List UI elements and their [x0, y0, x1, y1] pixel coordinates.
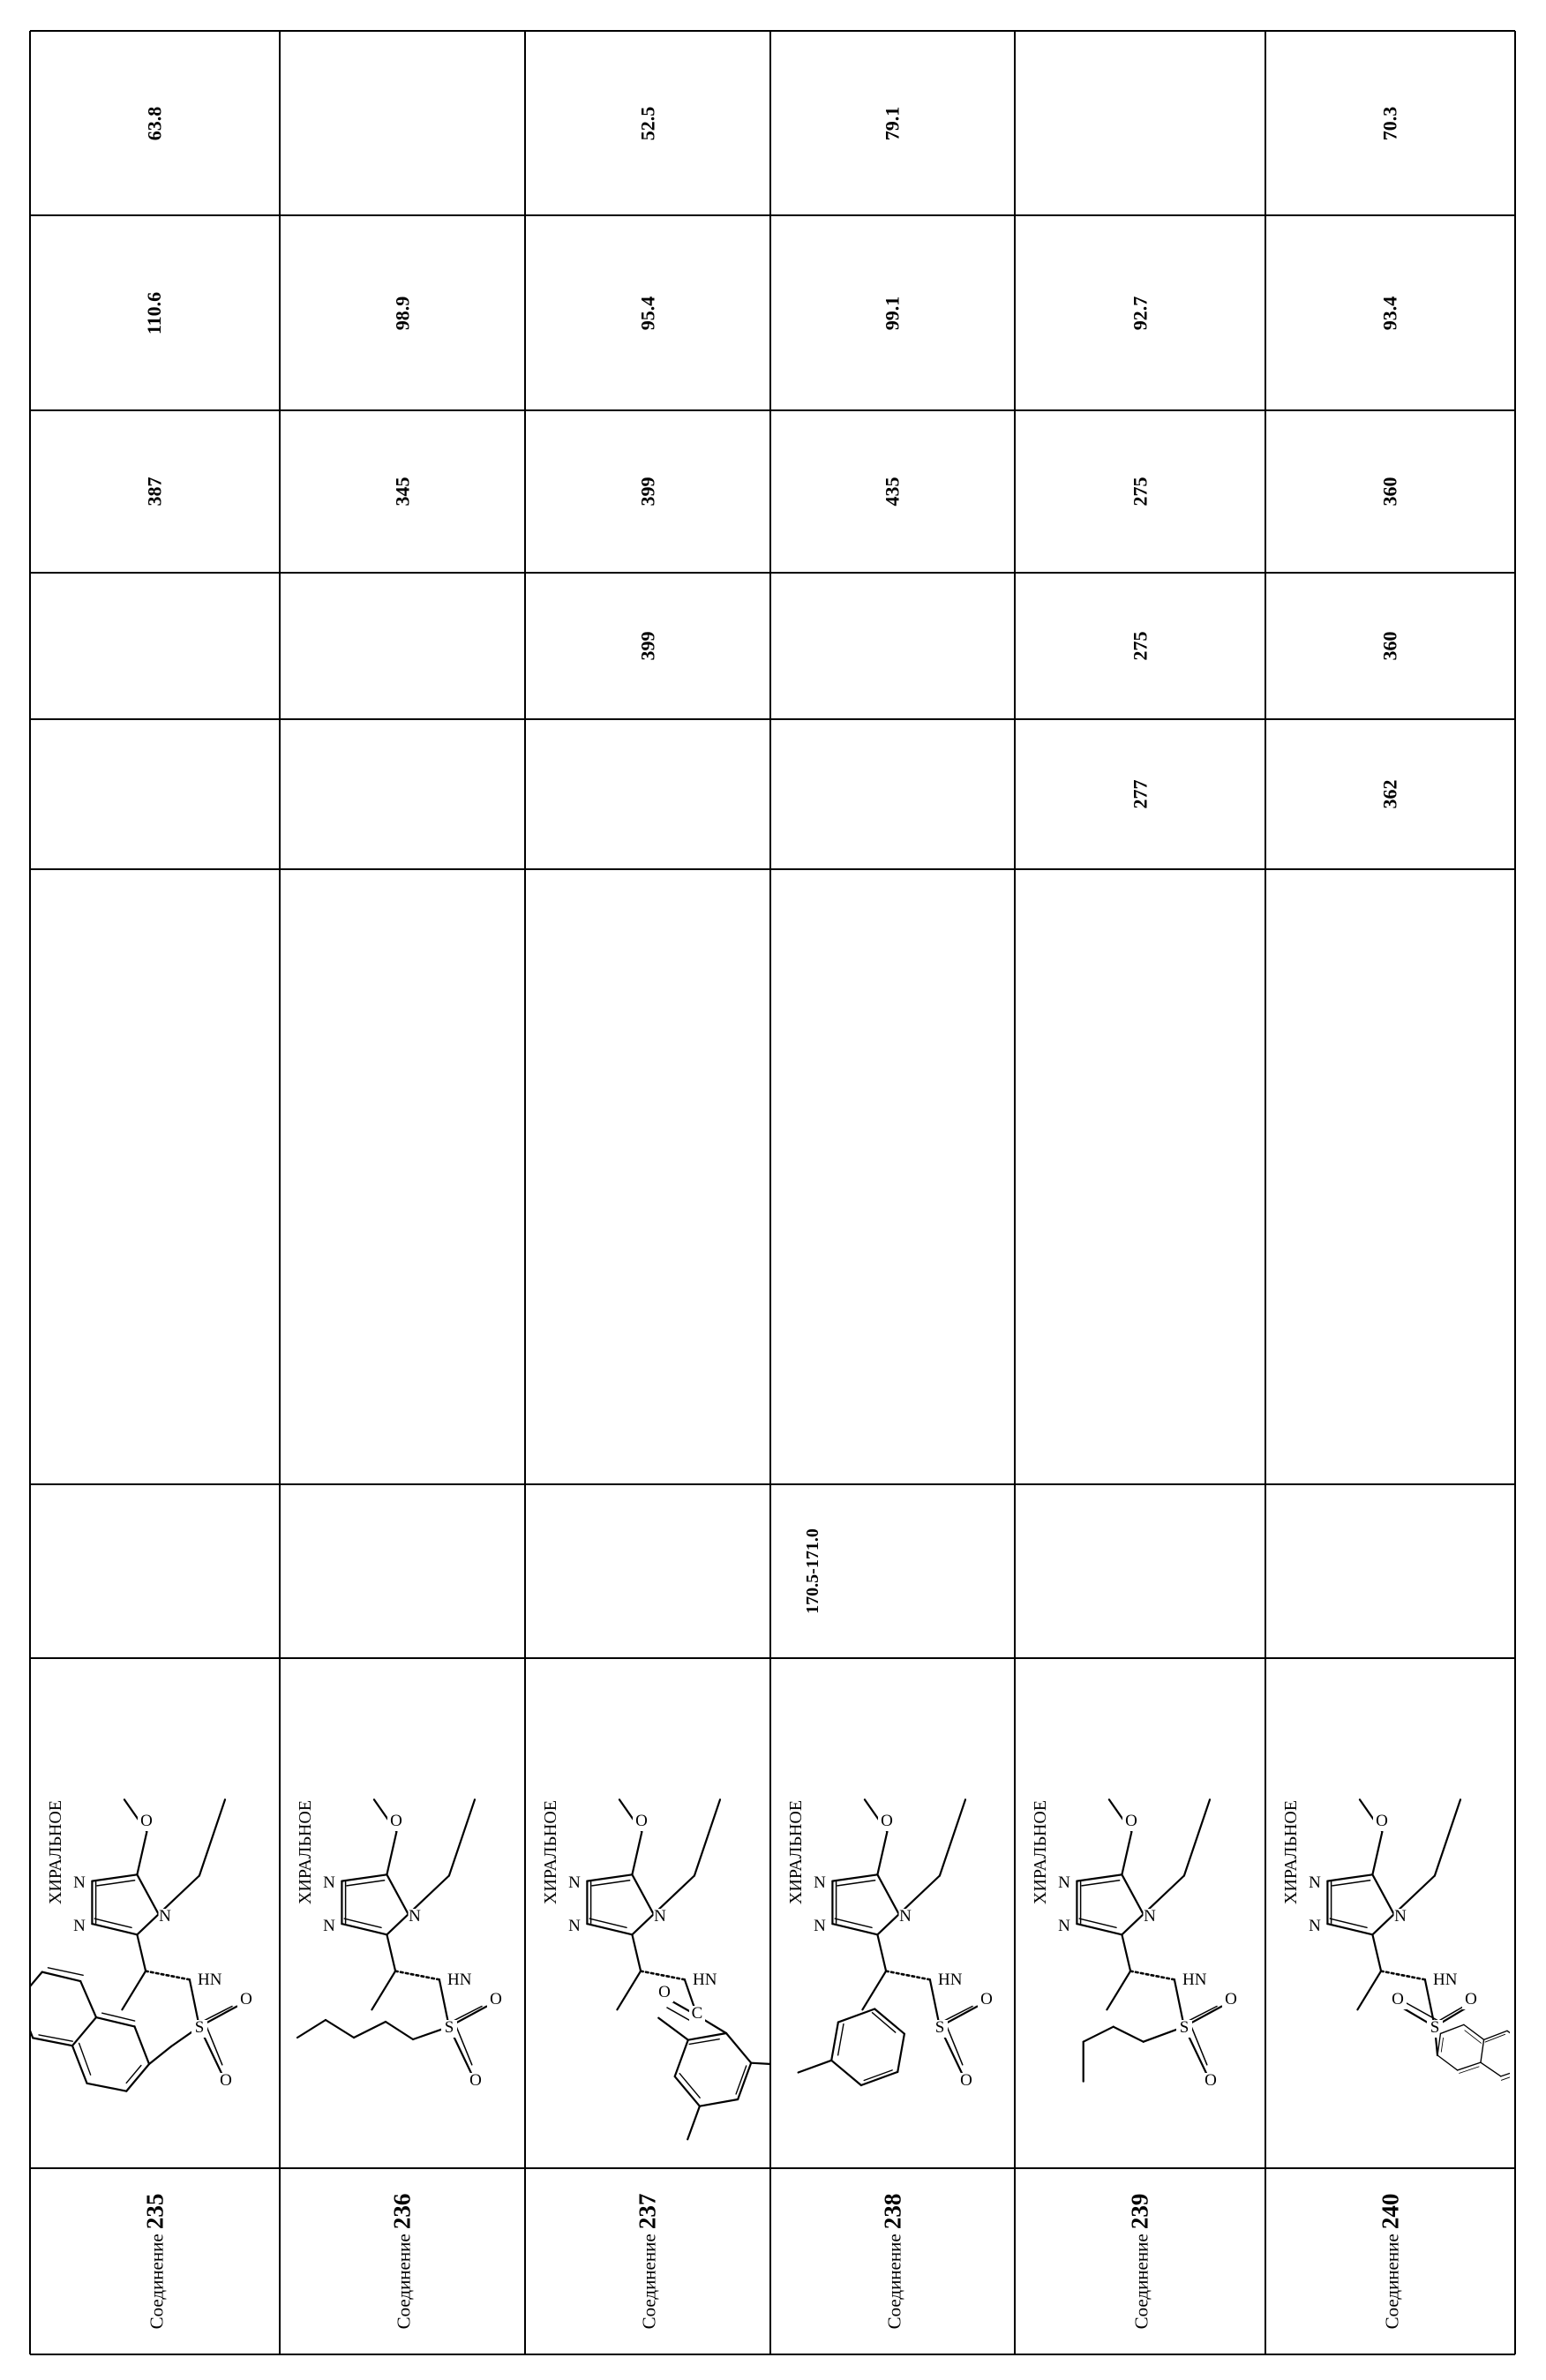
svg-text:HN: HN	[693, 1971, 717, 1989]
svg-text:N: N	[73, 1873, 86, 1892]
svg-text:S: S	[1180, 2018, 1190, 2037]
svg-text:HN: HN	[938, 1971, 963, 1989]
svg-text:N: N	[1309, 1873, 1321, 1892]
svg-text:S: S	[195, 2018, 205, 2037]
svg-text:HN: HN	[198, 1971, 222, 1989]
svg-text:N: N	[1058, 1917, 1070, 1935]
svg-text:O: O	[1465, 1990, 1477, 2008]
svg-text:S: S	[1430, 2018, 1440, 2037]
svg-text:O: O	[960, 2071, 972, 2090]
svg-text:N: N	[73, 1917, 86, 1935]
svg-text:S: S	[445, 2018, 454, 2037]
svg-text:O: O	[980, 1990, 993, 2008]
svg-text:O: O	[240, 1990, 252, 2008]
svg-text:N: N	[568, 1917, 581, 1935]
svg-text:O: O	[390, 1812, 402, 1830]
svg-text:O: O	[1225, 1990, 1237, 2008]
svg-text:N: N	[1058, 1873, 1070, 1892]
svg-text:HN: HN	[1182, 1971, 1207, 1989]
svg-text:N: N	[409, 1907, 421, 1926]
svg-text:C: C	[692, 2004, 703, 2023]
svg-text:N: N	[1309, 1917, 1321, 1935]
svg-text:O: O	[881, 1812, 893, 1830]
svg-text:HN: HN	[1433, 1971, 1458, 1989]
svg-text:N: N	[568, 1873, 581, 1892]
svg-text:N: N	[159, 1907, 171, 1926]
svg-text:O: O	[1125, 1812, 1137, 1830]
svg-text:N: N	[1144, 1907, 1156, 1926]
svg-text:N: N	[899, 1907, 912, 1926]
svg-text:O: O	[1376, 1812, 1388, 1830]
svg-text:N: N	[323, 1873, 335, 1892]
svg-text:O: O	[1205, 2071, 1217, 2090]
svg-text:O: O	[220, 2071, 232, 2090]
svg-text:S: S	[935, 2018, 945, 2037]
svg-text:N: N	[1394, 1907, 1407, 1926]
svg-text:O: O	[140, 1812, 153, 1830]
svg-text:N: N	[323, 1917, 335, 1935]
svg-text:O: O	[635, 1812, 648, 1830]
svg-text:N: N	[814, 1917, 826, 1935]
svg-text:N: N	[814, 1873, 826, 1892]
svg-text:O: O	[469, 2071, 482, 2090]
svg-text:O: O	[658, 1983, 671, 2001]
svg-text:N: N	[654, 1907, 666, 1926]
svg-text:O: O	[490, 1990, 502, 2008]
svg-text:HN: HN	[447, 1971, 472, 1989]
svg-text:O: O	[1392, 1990, 1404, 2008]
